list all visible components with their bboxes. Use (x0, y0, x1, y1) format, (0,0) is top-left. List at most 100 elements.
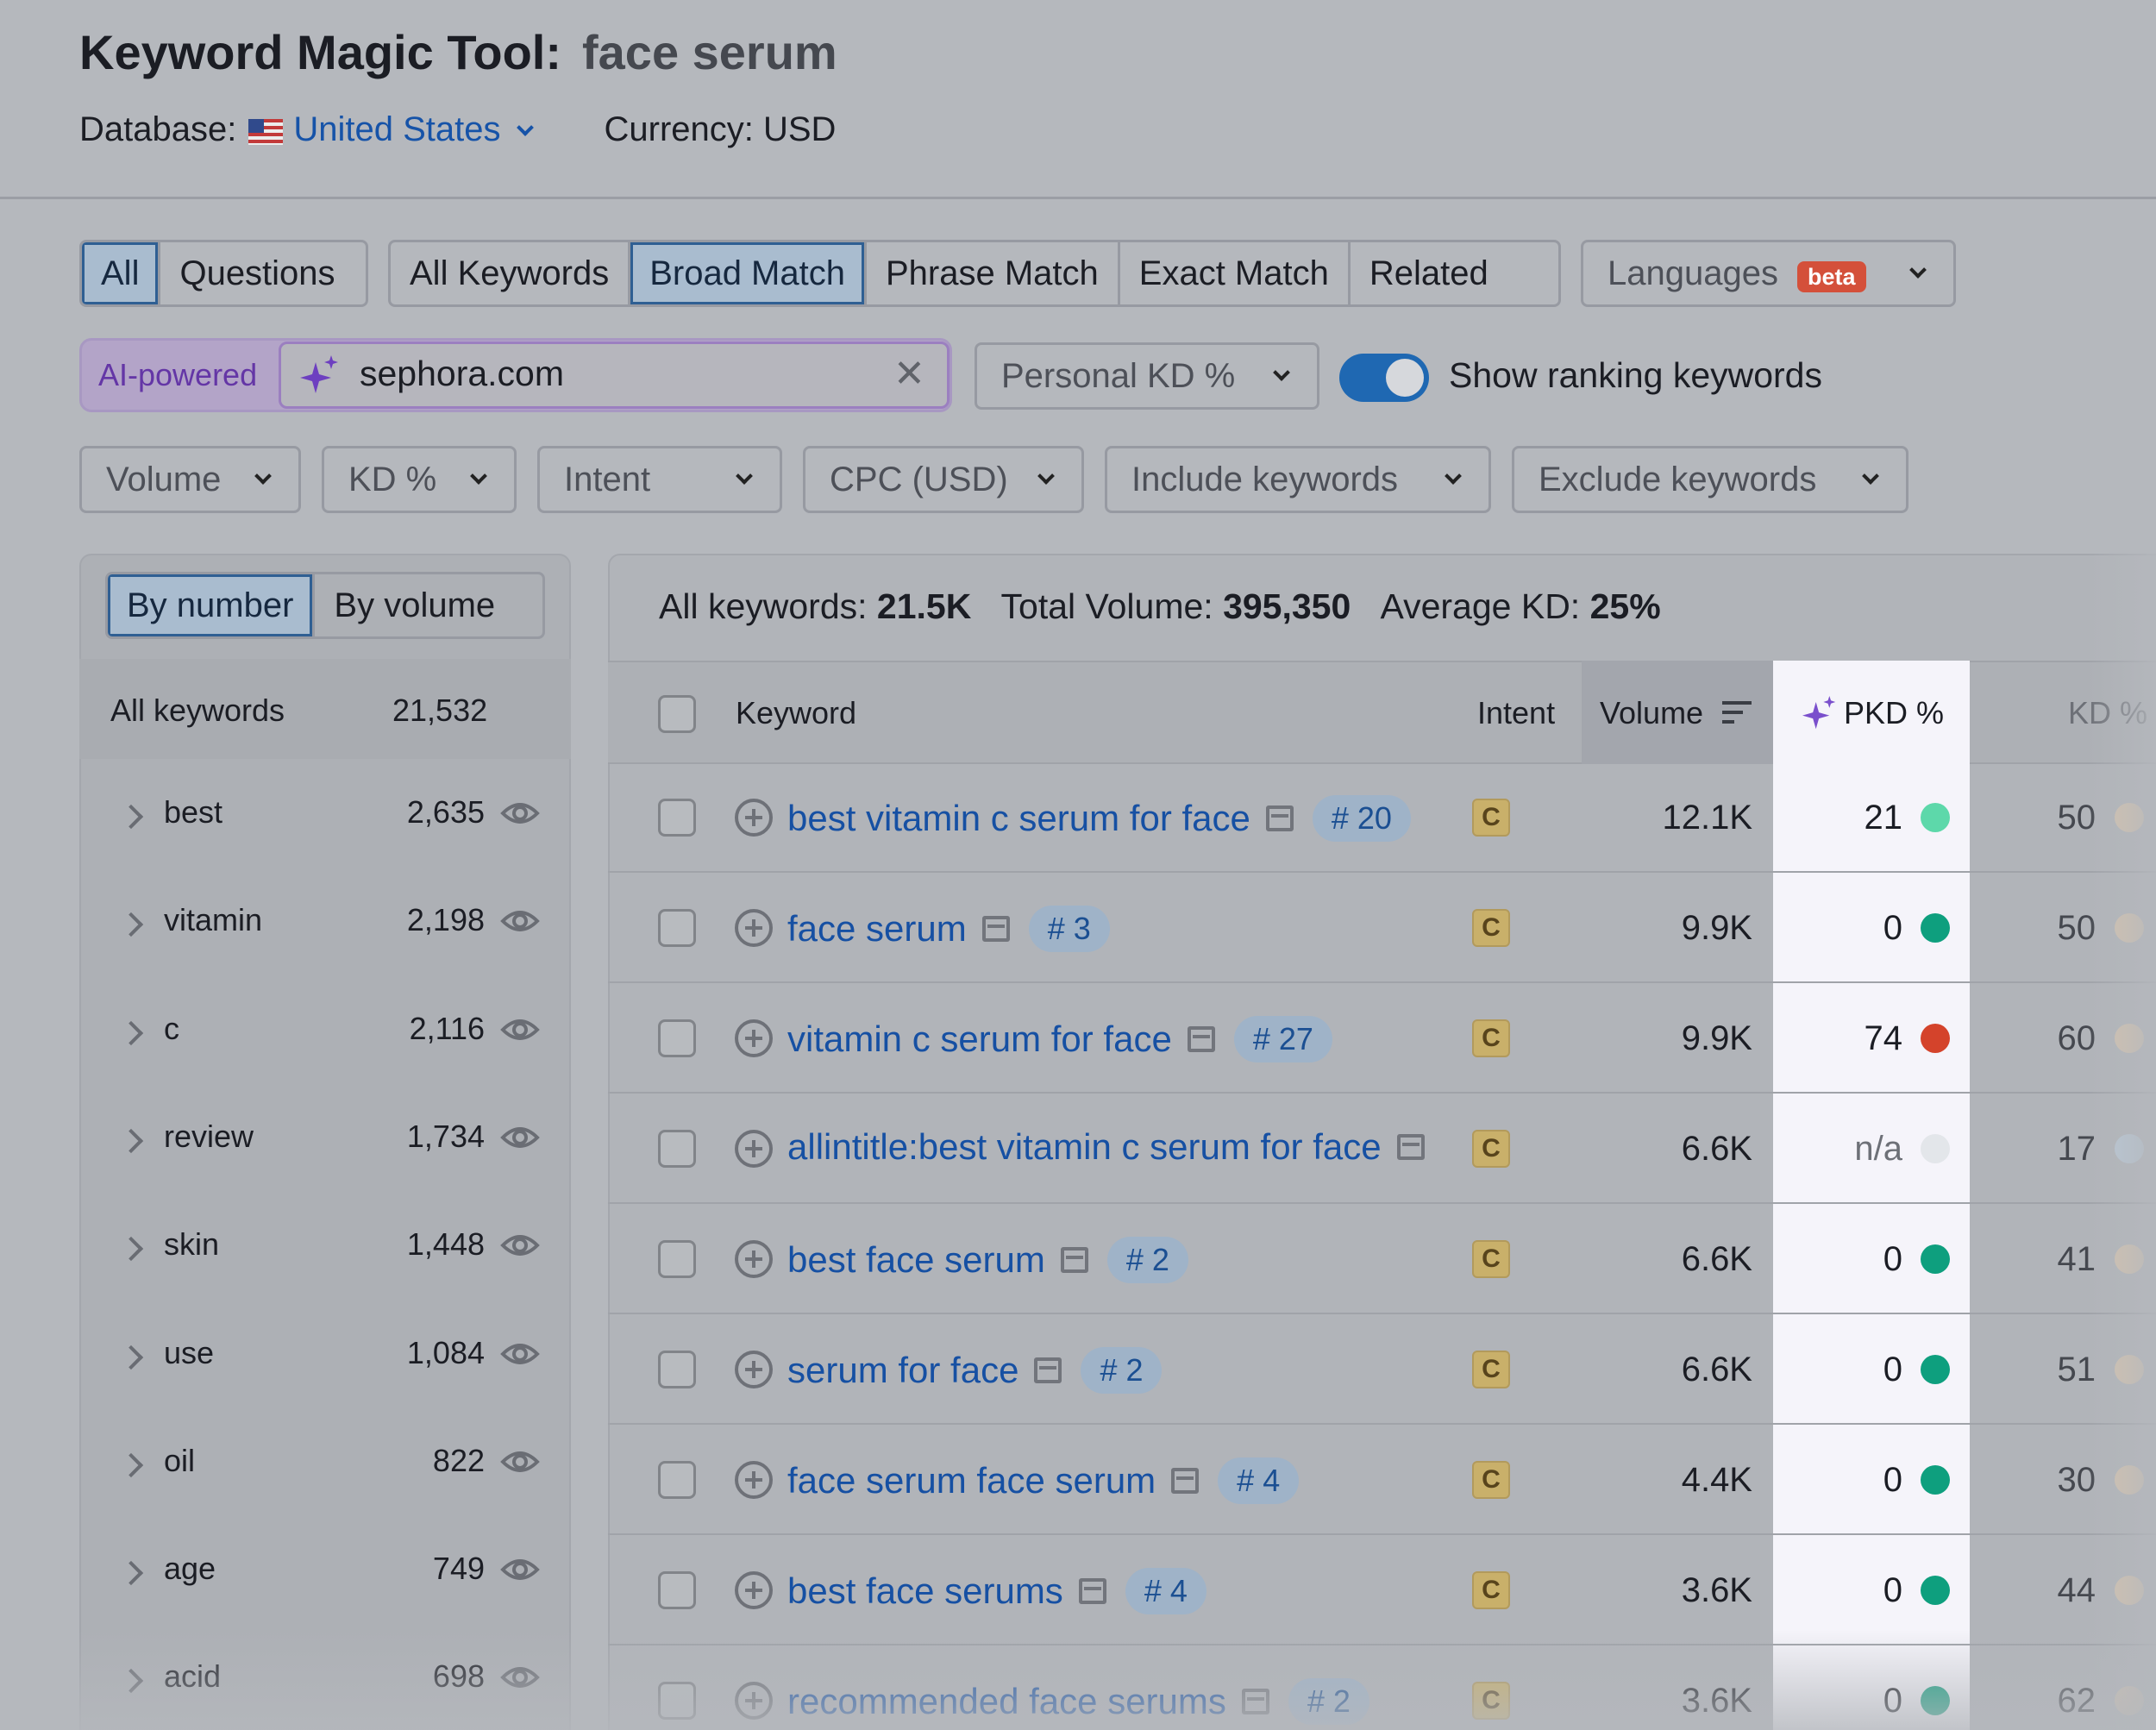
filter-volume[interactable]: Volume (79, 446, 301, 513)
languages-dropdown[interactable]: Languages beta (1581, 240, 1956, 307)
serp-icon[interactable] (1060, 1247, 1088, 1273)
group-count: 2,635 (406, 794, 485, 830)
group-count: 2,116 (409, 1010, 485, 1046)
eye-icon[interactable] (500, 1226, 540, 1264)
tab-related[interactable]: Related (1369, 254, 1489, 292)
keyword-group-item[interactable]: use 1,084 (79, 1335, 571, 1462)
eye-icon[interactable] (500, 1119, 540, 1156)
column-volume[interactable]: Volume (1600, 695, 1753, 731)
keyword-cell: allintitle:best vitamin c serum for face (787, 1126, 1425, 1168)
all-keywords-count: 21,532 (392, 693, 488, 728)
personal-kd-dropdown[interactable]: Personal KD % (975, 342, 1319, 410)
filter-cpc[interactable]: CPC (USD) (803, 446, 1084, 513)
keyword-group-item[interactable]: review 1,734 (79, 1119, 571, 1245)
filter-intent[interactable]: Intent (537, 446, 782, 513)
eye-icon[interactable] (500, 1443, 540, 1481)
tab-broad-match[interactable]: Broad Match (630, 242, 867, 304)
serp-icon[interactable] (981, 916, 1010, 942)
tab-exact-match[interactable]: Exact Match (1120, 242, 1351, 304)
intent-badge: C (1472, 1461, 1510, 1499)
serp-icon[interactable] (1265, 805, 1294, 831)
add-to-list-icon[interactable] (735, 1571, 773, 1609)
chevron-down-icon (254, 467, 272, 485)
column-keyword[interactable]: Keyword (736, 695, 857, 730)
all-keywords-group[interactable] (79, 659, 571, 759)
keyword-group-item[interactable]: skin 1,448 (79, 1226, 571, 1353)
chevron-down-icon (517, 119, 535, 136)
pkd-value: 0 (1883, 909, 1902, 947)
row-divider (608, 1314, 2156, 1425)
add-to-list-icon[interactable] (735, 1240, 773, 1278)
filter-kd[interactable]: KD % (322, 446, 517, 513)
row-checkbox[interactable] (658, 799, 696, 837)
serp-icon[interactable] (1034, 1357, 1062, 1383)
eye-icon[interactable] (500, 1551, 540, 1589)
serp-icon[interactable] (1171, 1468, 1200, 1494)
filter-include-keywords[interactable]: Include keywords (1105, 446, 1491, 513)
keyword-group-item[interactable]: c 2,116 (79, 1011, 571, 1138)
ranking-position-badge: # 3 (1028, 906, 1110, 952)
row-checkbox[interactable] (658, 1130, 696, 1168)
row-checkbox[interactable] (658, 1461, 696, 1499)
row-divider (608, 762, 2156, 873)
show-ranking-toggle[interactable] (1339, 354, 1429, 402)
keyword-link[interactable]: face serum (787, 908, 967, 949)
add-to-list-icon[interactable] (735, 1351, 773, 1388)
add-to-list-icon[interactable] (735, 1130, 773, 1168)
domain-input[interactable] (279, 342, 950, 409)
keyword-link[interactable]: best face serums (787, 1570, 1063, 1611)
eye-icon[interactable] (500, 794, 540, 832)
keyword-group-item[interactable]: best 2,635 (79, 794, 571, 921)
serp-icon[interactable] (1396, 1134, 1425, 1160)
eye-icon[interactable] (500, 902, 540, 940)
pkd-indicator-dot (1921, 1024, 1950, 1053)
tab-questions[interactable]: Questions (179, 254, 335, 292)
beta-badge: beta (1796, 260, 1866, 292)
select-all-checkbox[interactable] (658, 695, 696, 733)
row-checkbox[interactable] (658, 1351, 696, 1388)
keyword-link[interactable]: best face serum (787, 1239, 1045, 1280)
group-count: 822 (432, 1442, 485, 1478)
keyword-link[interactable]: face serum face serum (787, 1460, 1156, 1501)
add-to-list-icon[interactable] (735, 1461, 773, 1499)
keyword-group-item[interactable]: oil 822 (79, 1443, 571, 1570)
pkd-value: 21 (1864, 799, 1903, 837)
column-pkd[interactable]: PKD % (1802, 695, 1944, 731)
pkd-indicator-dot (1921, 1355, 1950, 1384)
serp-icon[interactable] (1187, 1026, 1215, 1052)
keyword-group-item[interactable]: age 749 (79, 1551, 571, 1677)
database-select[interactable]: United States (293, 110, 536, 149)
by-number-button[interactable]: By number (108, 574, 316, 636)
ranking-position-badge: # 2 (1081, 1347, 1163, 1394)
row-checkbox[interactable] (658, 1019, 696, 1057)
keyword-link[interactable]: serum for face (787, 1350, 1019, 1390)
row-checkbox[interactable] (658, 1240, 696, 1278)
keyword-link[interactable]: vitamin c serum for face (787, 1019, 1172, 1059)
add-to-list-icon[interactable] (735, 799, 773, 837)
by-volume-button[interactable]: By volume (334, 586, 496, 624)
eye-icon[interactable] (500, 1011, 540, 1049)
column-intent[interactable]: Intent (1477, 695, 1556, 730)
add-to-list-icon[interactable] (735, 909, 773, 947)
group-label: c (164, 1010, 179, 1046)
us-flag-icon (248, 118, 284, 145)
clear-icon[interactable]: ✕ (893, 353, 925, 395)
keyword-link[interactable]: allintitle:best vitamin c serum for face (787, 1126, 1382, 1167)
chevron-down-icon (470, 467, 487, 485)
eye-icon[interactable] (500, 1335, 540, 1373)
row-divider (608, 1204, 2156, 1314)
row-checkbox[interactable] (658, 909, 696, 947)
serp-icon[interactable] (1078, 1578, 1106, 1604)
row-checkbox[interactable] (658, 1571, 696, 1609)
add-to-list-icon[interactable] (735, 1019, 773, 1057)
keyword-cell: serum for face # 2 (787, 1347, 1163, 1394)
filter-exclude-keywords[interactable]: Exclude keywords (1512, 446, 1908, 513)
tab-all-keywords[interactable]: All Keywords (391, 242, 631, 304)
header-divider (0, 197, 2156, 199)
intent-badge: C (1472, 799, 1510, 837)
keyword-link[interactable]: best vitamin c serum for face (787, 798, 1250, 838)
tab-phrase-match[interactable]: Phrase Match (867, 242, 1120, 304)
keyword-group-item[interactable]: vitamin 2,198 (79, 902, 571, 1029)
sparkle-icon (300, 355, 338, 393)
tab-all[interactable]: All (82, 242, 161, 304)
